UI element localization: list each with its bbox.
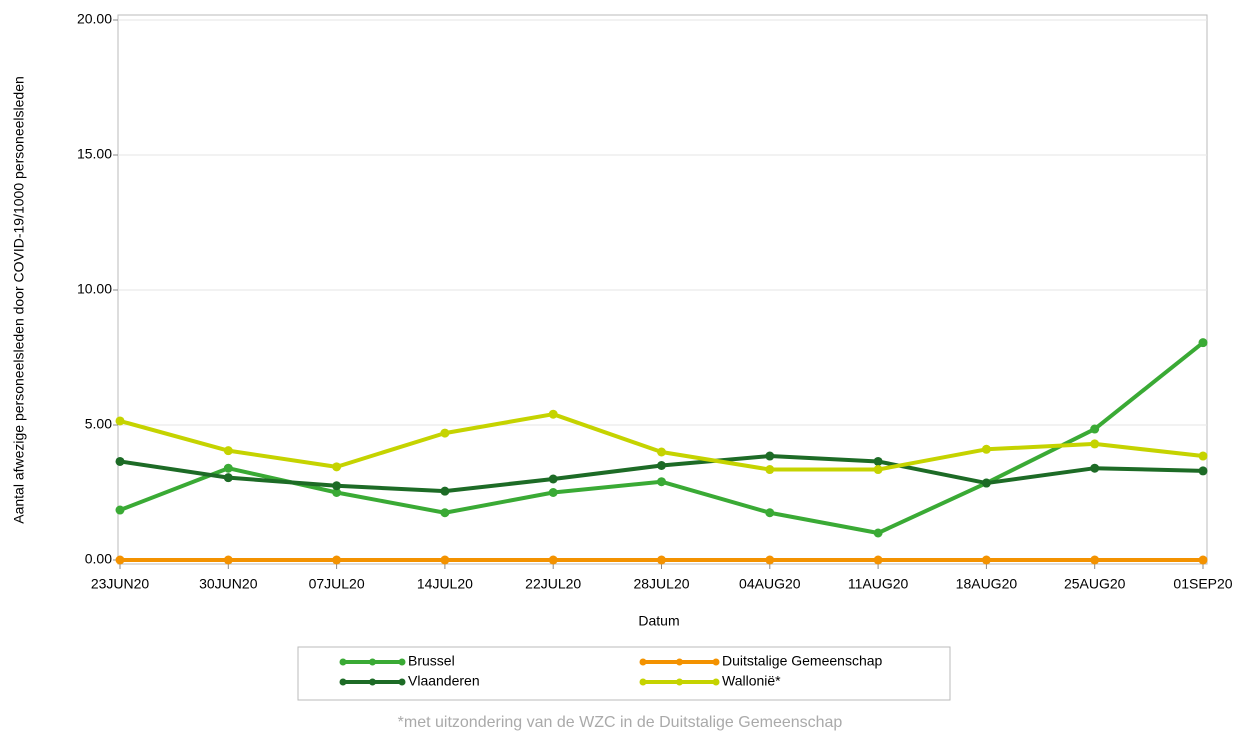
data-point — [548, 409, 558, 419]
data-point — [115, 456, 125, 466]
x-tick-label: 04AUG20 — [739, 576, 801, 592]
legend-label: Brussel — [408, 653, 455, 669]
legend-marker — [676, 658, 683, 666]
data-point — [332, 462, 342, 472]
data-point — [440, 428, 450, 438]
data-point — [981, 444, 991, 454]
data-point — [440, 486, 450, 496]
footnote: *met uitzondering van de WZC in de Duits… — [398, 714, 843, 731]
legend-marker — [712, 658, 720, 666]
data-point — [981, 478, 991, 488]
legend-box — [297, 646, 951, 701]
data-point — [1090, 555, 1100, 565]
data-point — [115, 555, 125, 565]
data-point — [115, 505, 125, 515]
legend-marker — [398, 658, 406, 666]
x-tick-label: 28JUL20 — [633, 576, 689, 592]
series-line — [119, 341, 1205, 535]
data-point — [332, 488, 342, 497]
legend-marker — [712, 678, 720, 686]
data-point — [873, 555, 883, 565]
y-tick-label: 0.00 — [85, 551, 112, 567]
y-tick-label: 20.00 — [77, 11, 112, 27]
data-point — [1090, 463, 1100, 473]
legend-marker — [339, 658, 347, 666]
data-point — [548, 474, 558, 484]
y-tick-label: 5.00 — [85, 416, 112, 432]
legend-marker — [369, 678, 376, 686]
y-axis-label: Aantal afwezige personeelsleden door COV… — [11, 76, 27, 524]
legend-marker — [639, 678, 647, 686]
y-tick-label: 15.00 — [77, 146, 112, 162]
data-point — [765, 508, 775, 518]
data-point — [332, 481, 342, 491]
data-point — [1090, 424, 1100, 434]
x-tick-label: 18AUG20 — [956, 576, 1018, 592]
data-point — [873, 456, 883, 466]
data-point — [1198, 338, 1208, 348]
x-tick-label: 25AUG20 — [1064, 576, 1126, 592]
x-tick-label: 01SEP20 — [1173, 576, 1232, 592]
legend-label: Wallonië* — [722, 673, 781, 689]
data-point — [223, 446, 233, 456]
data-point — [657, 447, 666, 457]
legend-marker — [339, 678, 347, 686]
legend-marker — [369, 658, 376, 666]
data-point — [548, 488, 558, 497]
data-point — [440, 555, 450, 565]
x-tick-label: 11AUG20 — [848, 576, 909, 592]
x-axis-label: Datum — [638, 613, 679, 629]
data-point — [1198, 451, 1208, 461]
legend-label: Vlaanderen — [408, 673, 480, 689]
data-point — [765, 465, 775, 475]
data-point — [765, 555, 775, 565]
data-point — [223, 555, 233, 565]
data-point — [873, 528, 883, 538]
data-point — [657, 461, 666, 470]
legend-label: Duitstalige Gemeenschap — [722, 653, 883, 669]
data-point — [657, 555, 666, 565]
data-point — [223, 473, 233, 483]
data-point — [332, 555, 342, 565]
data-point — [1198, 555, 1208, 565]
x-tick-label: 22JUL20 — [525, 576, 581, 592]
x-tick-label: 07JUL20 — [309, 576, 365, 592]
data-point — [223, 463, 233, 473]
data-point — [765, 451, 775, 461]
x-tick-label: 14JUL20 — [417, 576, 473, 592]
data-point — [1198, 466, 1208, 476]
data-point — [115, 416, 125, 426]
data-point — [1090, 439, 1100, 449]
x-tick-label: 23JUN20 — [91, 576, 150, 592]
x-tick-label: 30JUN20 — [199, 576, 258, 592]
legend-marker — [639, 658, 647, 666]
legend-marker — [676, 678, 683, 686]
data-point — [657, 477, 666, 487]
data-point — [981, 555, 991, 565]
y-tick-label: 10.00 — [77, 281, 112, 297]
data-point — [440, 508, 450, 518]
data-point — [548, 555, 558, 565]
data-point — [873, 465, 883, 475]
legend-marker — [398, 678, 406, 686]
